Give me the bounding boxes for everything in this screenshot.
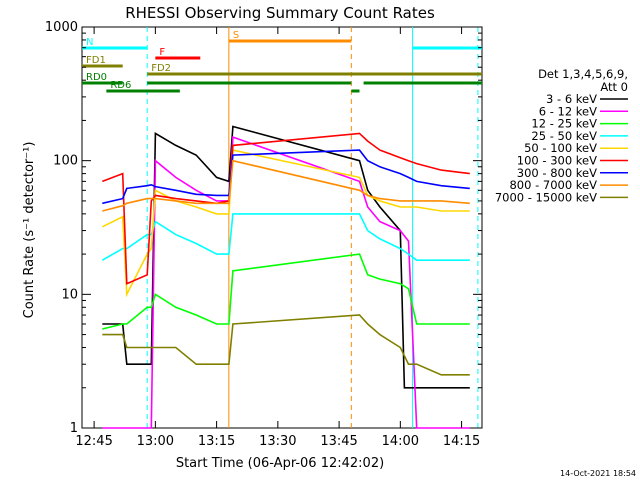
y-axis-label: Count Rate (s⁻¹ detector⁻¹): [22, 142, 37, 319]
legend-header-line1: Det 1,3,4,5,6,9,: [538, 67, 628, 81]
y-tick-label-1: 10: [61, 287, 78, 302]
series-line-1: [102, 135, 470, 429]
legend-header-line2: Att 0: [600, 80, 628, 94]
series-line-0: [102, 125, 470, 389]
x-tick-label-4: 13:45: [320, 434, 357, 449]
plot-frame: [81, 26, 483, 429]
x-tick-label-2: 13:15: [198, 434, 235, 449]
flag-label-0: N: [86, 37, 93, 48]
y-axis-ticks: 1 10 100 1000: [45, 20, 482, 436]
legend-label-5: 100 - 300 keV: [517, 154, 597, 168]
legend-label-0: 3 - 6 keV: [546, 92, 597, 106]
legend-label-1: 6 - 12 keV: [539, 104, 597, 118]
x-axis-ticks: 12:45 13:00 13:15 13:30 13:45 14:00 14:15: [75, 27, 480, 449]
series-line-3: [101, 213, 470, 262]
y-tick-label-3: 1000: [45, 20, 78, 35]
legend-label-6: 300 - 800 keV: [517, 166, 597, 180]
chart-title: RHESSI Observing Summary Count Rates: [125, 4, 435, 22]
legend-label-7: 800 - 7000 keV: [509, 178, 597, 192]
x-tick-label-6: 14:15: [443, 434, 480, 449]
flag-label-5: RD0: [86, 72, 107, 83]
x-tick-label-1: 13:00: [137, 434, 174, 449]
series-line-8: [102, 314, 470, 376]
y-tick-label-0: 1: [70, 421, 78, 436]
x-tick-label-3: 13:30: [259, 434, 296, 449]
legend-label-8: 7000 - 15000 keV: [495, 190, 597, 204]
footer-date: 14-Oct-2021 18:54: [560, 469, 636, 478]
flag-label-3: FD1: [86, 55, 106, 66]
legend-label-3: 25 - 50 keV: [531, 129, 597, 143]
legend-label-4: 50 - 100 keV: [524, 141, 597, 155]
x-tick-label-0: 12:45: [75, 434, 112, 449]
series-line-4: [101, 149, 470, 298]
series-line-7: [102, 159, 470, 212]
flag-label-4: FD2: [151, 63, 171, 74]
x-tick-label-5: 14:00: [382, 434, 419, 449]
series-lines: [101, 125, 470, 429]
y-tick-label-2: 100: [53, 154, 78, 169]
x-axis-label: Start Time (06-Apr-06 12:42:02): [176, 456, 384, 471]
flag-label-1: F: [159, 47, 165, 58]
legend-label-2: 12 - 25 keV: [531, 117, 597, 131]
flag-label-6: RD6: [110, 80, 131, 91]
flag-label-2: S: [233, 30, 239, 41]
series-line-2: [102, 253, 470, 330]
vertical-markers: [146, 27, 479, 428]
